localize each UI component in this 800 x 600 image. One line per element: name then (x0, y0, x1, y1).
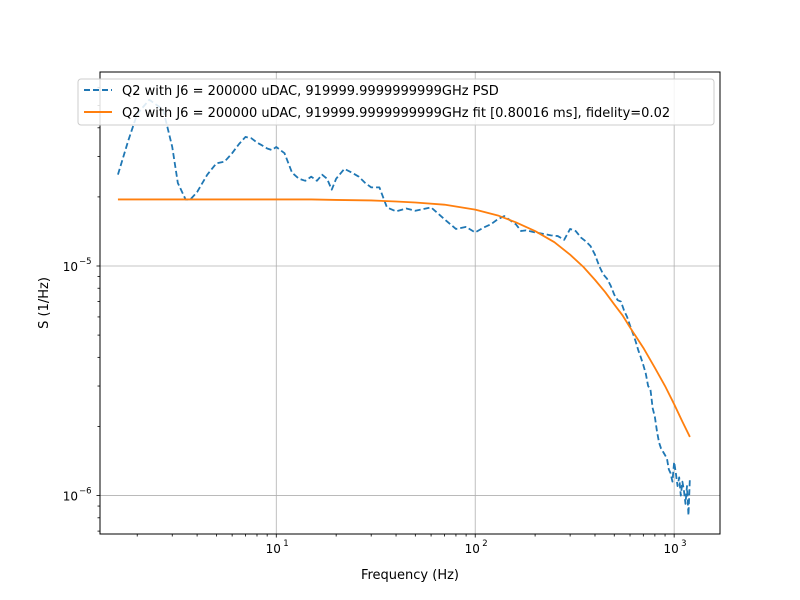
y-axis-label: S (1/Hz) (37, 277, 52, 329)
x-tick-label: 10 (664, 542, 679, 556)
y-tick-label: 10 (63, 490, 78, 504)
x-tick-label-exponent: 1 (283, 539, 288, 549)
legend: Q2 with J6 = 200000 uDAC, 919999.9999999… (77, 78, 715, 126)
x-tick-label-exponent: 2 (482, 539, 487, 549)
y-axis-ticks: 10−610−5 (63, 86, 100, 532)
x-tick-label-exponent: 3 (681, 539, 686, 549)
x-axis-label: Frequency (Hz) (361, 568, 459, 583)
y-tick-label-exponent: −6 (79, 487, 92, 497)
y-tick-label: 10 (63, 260, 78, 274)
plot-area (117, 98, 691, 517)
series-line-psd (117, 98, 691, 517)
y-tick-label-exponent: −5 (79, 257, 92, 267)
x-axis-ticks: 10 1 10 2 10 3 (136, 534, 687, 556)
series-line-fit (117, 198, 691, 438)
legend-label-fit: Q2 with J6 = 200000 uDAC, 919999.9999999… (122, 106, 670, 121)
axes-frame (99, 71, 721, 535)
legend-label-psd: Q2 with J6 = 200000 uDAC, 919999.9999999… (122, 84, 499, 99)
grid-lines (100, 72, 720, 534)
x-tick-label: 10 (266, 542, 281, 556)
x-tick-label: 10 (465, 542, 480, 556)
legend-box (77, 78, 715, 126)
